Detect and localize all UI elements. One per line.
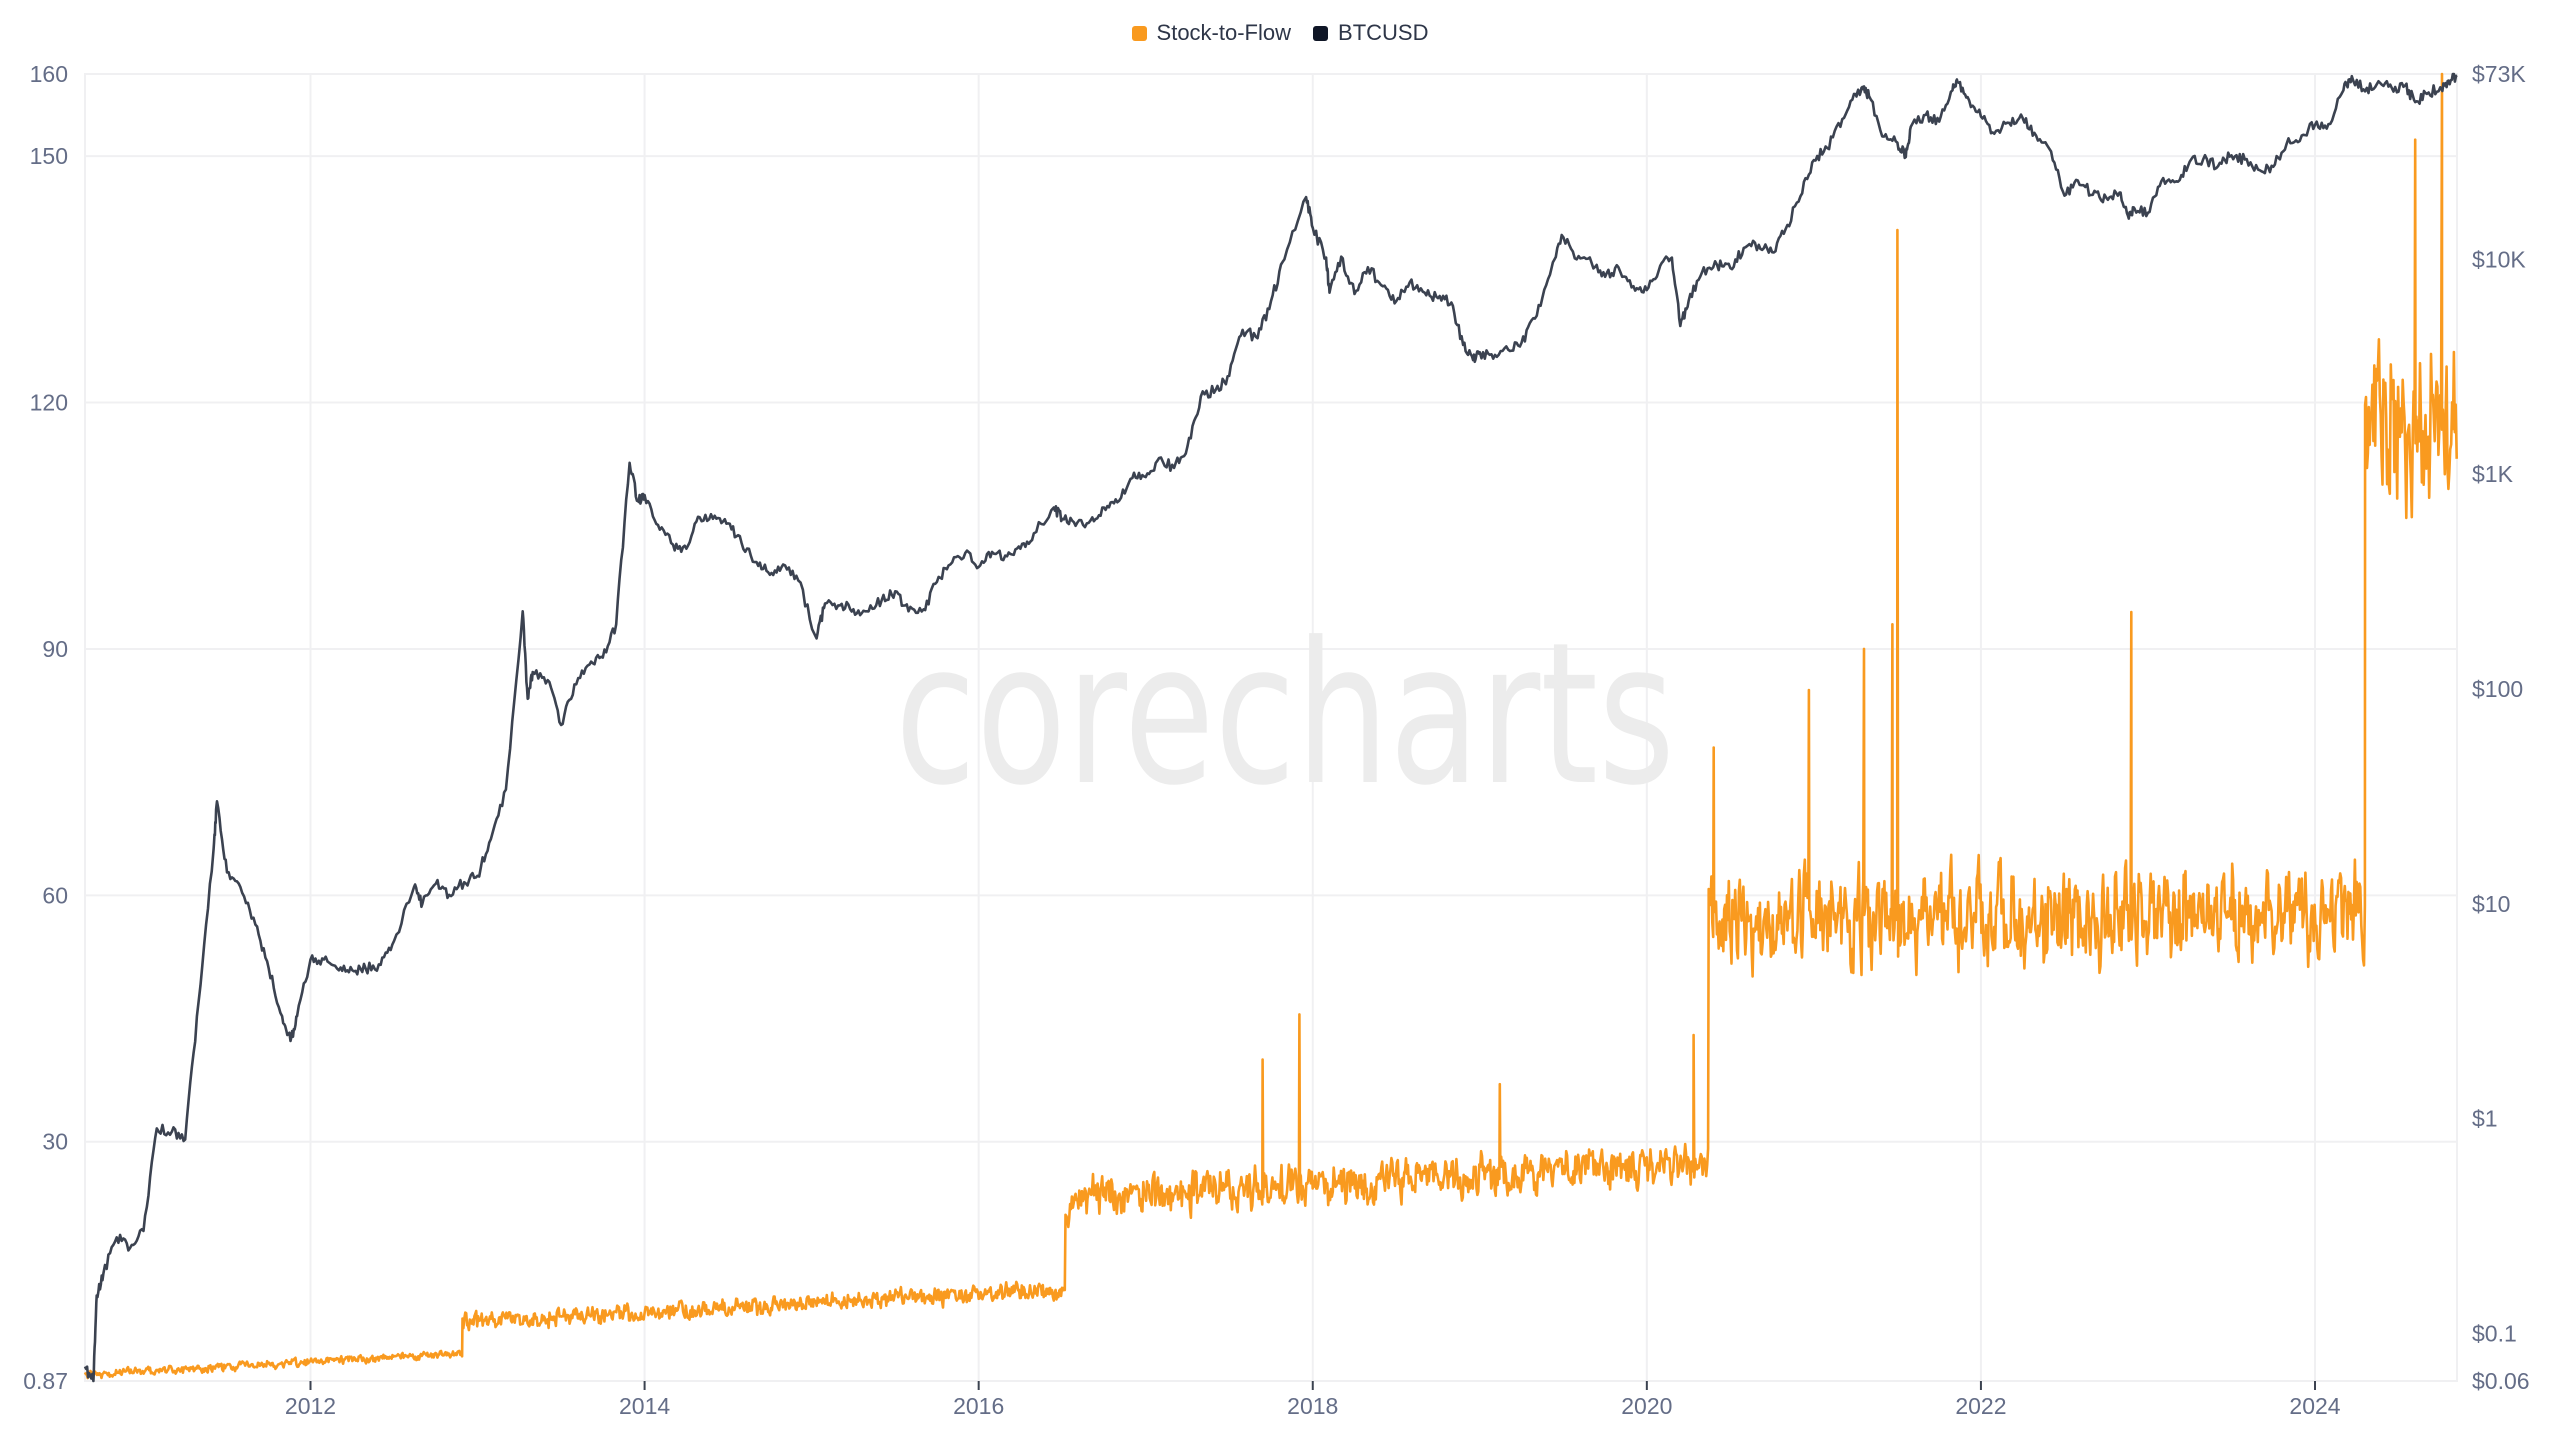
y-right-tick-label: $10	[2472, 891, 2510, 917]
y-right-tick-label: $0.06	[2472, 1368, 2530, 1394]
series-layer	[83, 72, 2458, 1383]
gridlines	[84, 73, 2458, 1382]
y-left-tick-label: 30	[42, 1129, 68, 1155]
x-tick-label: 2012	[285, 1393, 336, 1419]
tick-labels: 0.87 30 60 90 120 150 160 $0.06 $0.1 $1 $10 $100 $1K…	[23, 61, 2529, 1419]
y-right-tick-label: $1K	[2472, 461, 2514, 487]
legend-label-btcusd: BTCUSD	[1338, 20, 1429, 45]
y-left-tick-label: 60	[42, 882, 68, 908]
watermark: corecharts	[895, 601, 1675, 829]
legend-label-stock-to-flow: Stock-to-Flow	[1156, 20, 1292, 45]
y-right-tick-label: $10K	[2472, 246, 2526, 272]
y-left-tick-label: 150	[30, 143, 68, 169]
x-tick-label: 2024	[2289, 1393, 2340, 1419]
y-right-tick-label: $1	[2472, 1106, 2498, 1132]
stock-to-flow-line	[83, 72, 2458, 1380]
btcusd-line	[83, 72, 2458, 1383]
btcusd-swatch	[1313, 25, 1329, 41]
stock-to-flow-swatch	[1131, 25, 1147, 41]
legend-item-btcusd[interactable]: BTCUSD	[1313, 20, 1428, 46]
legend: Stock-to-Flow BTCUSD	[0, 20, 2560, 46]
y-left-tick-label: 90	[42, 636, 68, 662]
y-right-tick-label: $0.1	[2472, 1320, 2517, 1346]
x-tick-label: 2014	[619, 1393, 670, 1419]
x-tick-label: 2020	[1621, 1393, 1672, 1419]
x-tick-label: 2022	[1955, 1393, 2006, 1419]
legend-item-stock-to-flow[interactable]: Stock-to-Flow	[1131, 20, 1292, 46]
y-left-tick-label: 0.87	[23, 1368, 68, 1394]
y-left-tick-label: 120	[30, 390, 68, 416]
x-tick-label: 2018	[1287, 1393, 1338, 1419]
y-left-tick-label: 160	[30, 61, 68, 87]
x-tick-label: 2016	[953, 1393, 1004, 1419]
y-right-tick-label: $100	[2472, 676, 2523, 702]
y-right-tick-label: $73K	[2472, 61, 2526, 87]
